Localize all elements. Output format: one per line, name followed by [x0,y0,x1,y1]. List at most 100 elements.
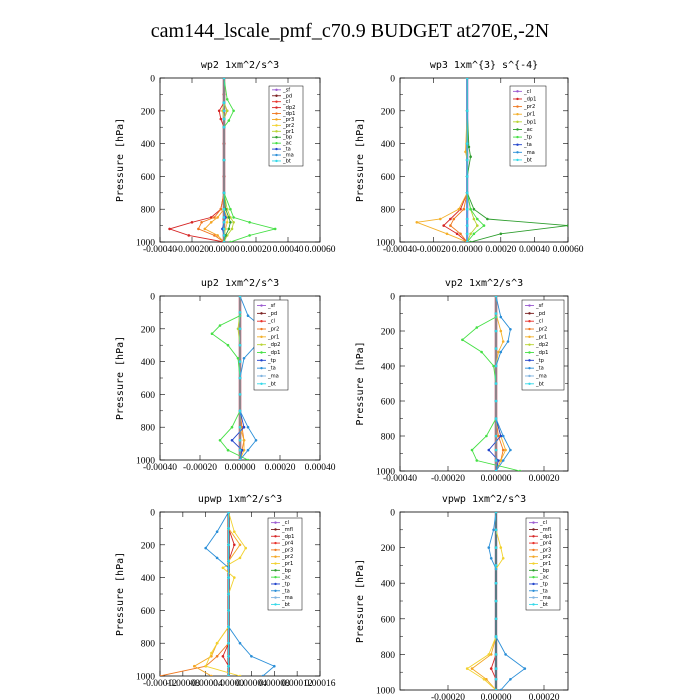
series-marker [238,343,242,347]
legend-label: _pr2 [539,554,551,560]
legend-label: _sf [282,87,290,93]
legend-marker [532,562,535,565]
y-tick-label: 800 [141,640,156,650]
series-marker [203,227,207,231]
legend-label: _ta [539,588,548,594]
legend-marker [532,569,535,572]
y-tick-label: 800 [381,433,396,443]
x-tick-label: -0.00020 [431,693,465,700]
y-axis-label: Pressure [hPa] [115,336,126,420]
series-marker [238,296,242,298]
x-tick-label: 0.00040 [519,245,550,255]
legend-label: _ta [523,142,532,148]
series-marker [232,109,235,113]
series-line-pr1 [416,78,468,242]
legend-label: _ma [523,150,535,156]
y-tick-label: 600 [381,615,396,625]
legend-label: _pr3 [281,547,293,553]
series-marker [494,347,498,350]
x-tick-label: -0.00040 [383,474,417,484]
series-marker [494,617,498,621]
y-tick-label: 400 [141,140,156,150]
series-marker [504,653,507,656]
y-tick-label: 0 [390,509,395,519]
legend-label: _pr2 [535,327,547,333]
series-marker [492,364,495,368]
legend-marker [516,105,519,108]
series-marker [200,221,203,224]
x-tick-label: -0.00020 [183,463,217,473]
series-line-dp1 [461,296,521,471]
legend-label: _pr4 [539,541,552,547]
legend-label: _sf [535,303,543,309]
legend-marker [275,130,278,133]
series-marker [465,191,469,195]
legend-label: _ma [539,595,551,601]
series-marker [238,448,242,452]
series-line-pr1 [495,296,507,471]
legend-label: _tp [539,581,549,587]
series-line-dp2 [168,78,225,242]
series-marker [494,512,498,514]
legend-marker [275,100,278,103]
series-marker [523,667,527,670]
series-marker [472,207,476,211]
series-marker [210,655,213,658]
series-marker [236,357,240,360]
legend-label: _pr1 [535,334,547,340]
series-marker [219,117,223,121]
panel-title: up2 1xm^2/s^3 [201,278,279,289]
series-marker [230,439,234,442]
x-tick-label: 0.00020 [485,245,516,255]
series-marker [193,664,196,668]
series-marker [240,425,244,429]
series-marker [494,296,498,298]
legend-marker [260,312,263,315]
series-marker [230,227,234,231]
series-marker [501,434,505,438]
series-marker [222,240,226,242]
series-line-pr2 [193,512,241,676]
legend-marker [260,366,263,370]
series-marker [227,674,230,676]
series-marker [215,641,219,645]
series-marker [475,459,479,462]
series-marker [221,655,225,658]
legend-marker [528,343,531,346]
legend-marker [528,319,531,323]
legend-label: _cl [523,89,531,95]
series-marker [219,207,223,211]
legend-marker [528,327,531,331]
series-marker [494,434,498,438]
legend-marker [528,351,531,354]
y-axis-label: Pressure [hPa] [355,118,366,202]
series-marker [494,312,498,315]
y-tick-label: 1000 [376,239,395,249]
series-group [210,296,270,460]
series-marker [227,512,230,514]
legend-label: _bp [281,568,292,574]
y-tick-label: 200 [381,107,396,117]
legend-marker [532,548,535,552]
series-group [160,512,276,676]
legend-label: _sf [267,303,275,309]
panel-title: wp2 1xm^2/s^3 [201,60,279,71]
series-marker [225,109,229,113]
series-marker [487,653,491,656]
legend-label: _pr4 [281,541,294,547]
y-tick-label: 400 [141,574,156,584]
series-marker [469,240,472,242]
legend-label: _dp1 [281,534,294,540]
series-line-ta [488,512,526,690]
legend-marker [516,113,519,116]
x-tick-label: -0.00012 [143,679,177,689]
series-marker [465,232,469,236]
legend-marker [516,158,519,162]
x-tick-label: 0.00020 [265,463,296,473]
y-tick-label: 600 [381,173,396,183]
legend-label: _bt [282,158,291,164]
series-marker [218,439,222,442]
legend-label: _ma [282,153,294,159]
series-marker [489,557,493,560]
legend-label: _ma [281,595,293,601]
